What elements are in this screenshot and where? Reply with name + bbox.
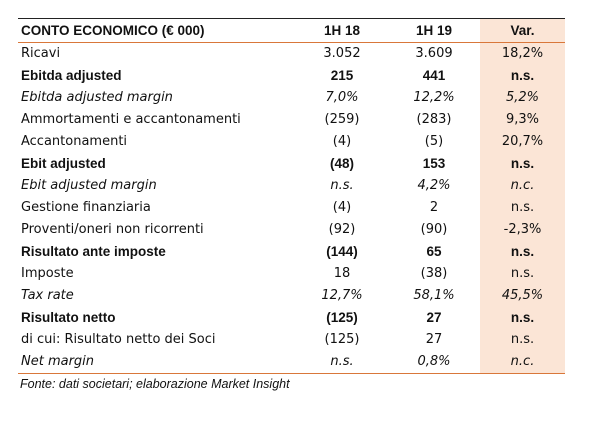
- cell: (259): [324, 112, 360, 127]
- cell: (125): [324, 332, 360, 347]
- table-row: Ricavi 3.052 3.609 18,2%: [18, 42, 565, 65]
- row-label: Imposte: [21, 266, 74, 281]
- cell: (125): [326, 310, 358, 325]
- cell: (283): [416, 112, 452, 127]
- cell: n.s.: [480, 307, 565, 329]
- table-row: Risultato netto (125) 27 n.s.: [18, 307, 565, 329]
- cell: n.s.: [480, 153, 565, 175]
- table-row: di cui: Risultato netto dei Soci (125) 27 n…: [18, 329, 565, 351]
- row-label: di cui: Risultato netto dei Soci: [21, 332, 216, 347]
- table-row: Ebit adjusted (48) 153 n.s.: [18, 153, 565, 175]
- table-row: CONTO ECONOMICO (€ 000) 1H 18 1H 19 Var.: [18, 18, 565, 43]
- cell: (48): [329, 156, 354, 171]
- row-label: Ricavi: [21, 46, 61, 61]
- table-row: Net margin n.s. 0,8% n.c.: [18, 351, 565, 374]
- cell: 18,2%: [480, 42, 565, 65]
- cell: (4): [332, 200, 352, 215]
- cell: 1H 18: [296, 18, 388, 43]
- cell: 65: [426, 244, 442, 259]
- cell: 58,1%: [413, 288, 455, 303]
- table-row: Ammortamenti e accantonamenti (259) (283) 9…: [18, 109, 565, 131]
- cell: n.s.: [330, 178, 354, 193]
- row-label: Ebitda adjusted: [21, 68, 122, 83]
- table-row: Gestione finanziaria (4) 2 n.s.: [18, 197, 565, 219]
- cell: 27: [425, 332, 443, 347]
- cell: 7,0%: [325, 90, 359, 105]
- cell: 9,3%: [480, 109, 565, 131]
- cell: 12,2%: [413, 90, 455, 105]
- row-label: CONTO ECONOMICO (€ 000): [18, 18, 296, 43]
- cell: n.c.: [480, 175, 565, 197]
- cell: 4,2%: [417, 178, 451, 193]
- cell: 18: [333, 266, 351, 281]
- cell: n.s.: [480, 241, 565, 263]
- cell: n.s.: [296, 351, 388, 374]
- row-label: Net margin: [18, 351, 296, 374]
- cell: n.s.: [480, 197, 565, 219]
- table-row: Imposte 18 (38) n.s.: [18, 263, 565, 285]
- cell: 3.052: [323, 46, 361, 61]
- table-row: Accantonamenti (4) (5) 20,7%: [18, 131, 565, 153]
- table-row: Ebitda adjusted 215 441 n.s.: [18, 65, 565, 87]
- cell: Var.: [480, 18, 565, 43]
- cell: 3.609: [415, 46, 453, 61]
- cell: (4): [332, 134, 352, 149]
- row-label: Ebit adjusted: [21, 156, 106, 171]
- cell: 215: [330, 68, 354, 83]
- cell: 0,8%: [388, 351, 480, 374]
- table-row: Ebitda adjusted margin 7,0% 12,2% 5,2%: [18, 87, 565, 109]
- income-table: CONTO ECONOMICO (€ 000) 1H 18 1H 19 Var. Ric…: [18, 18, 565, 374]
- row-label: Tax rate: [21, 288, 74, 303]
- cell: 45,5%: [480, 285, 565, 307]
- cell: (92): [328, 222, 356, 237]
- cell: -2,3%: [480, 219, 565, 241]
- table-wrap: CONTO ECONOMICO (€ 000) 1H 18 1H 19 Var. Ric…: [18, 18, 565, 374]
- cell: n.s.: [480, 329, 565, 351]
- cell: 153: [422, 156, 446, 171]
- cell: (38): [420, 266, 448, 281]
- row-label: Ebit adjusted margin: [21, 178, 157, 193]
- cell: (5): [424, 134, 444, 149]
- cell: (90): [420, 222, 448, 237]
- cell: (144): [326, 244, 358, 259]
- cell: n.c.: [480, 351, 565, 374]
- cell: 12,7%: [321, 288, 363, 303]
- row-label: Ebitda adjusted margin: [21, 90, 173, 105]
- table-row: Tax rate 12,7% 58,1% 45,5%: [18, 285, 565, 307]
- row-label: Gestione finanziaria: [21, 200, 151, 215]
- table-row: Proventi/oneri non ricorrenti (92) (90) -2,…: [18, 219, 565, 241]
- cell: 441: [422, 68, 446, 83]
- cell: 20,7%: [480, 131, 565, 153]
- table-row: Risultato ante imposte (144) 65 n.s.: [18, 241, 565, 263]
- cell: n.s.: [480, 263, 565, 285]
- cell: n.s.: [480, 65, 565, 87]
- row-label: Risultato ante imposte: [21, 244, 166, 259]
- row-label: Risultato netto: [21, 310, 116, 325]
- row-label: Proventi/oneri non ricorrenti: [21, 222, 204, 237]
- row-label: Accantonamenti: [21, 134, 128, 149]
- cell: 2: [429, 200, 439, 215]
- cell: 1H 19: [388, 18, 480, 43]
- source-note: Fonte: dati societari; elaborazione Mark…: [20, 377, 290, 391]
- cell: 5,2%: [480, 87, 565, 109]
- cell: 27: [426, 310, 442, 325]
- row-label: Ammortamenti e accantonamenti: [21, 112, 241, 127]
- table-row: Ebit adjusted margin n.s. 4,2% n.c.: [18, 175, 565, 197]
